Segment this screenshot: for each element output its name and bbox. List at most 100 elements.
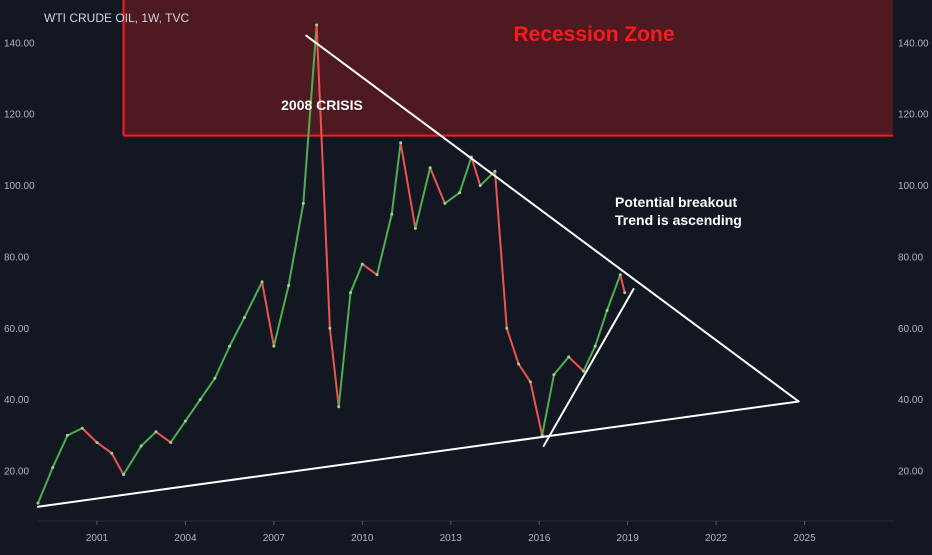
price-segment — [140, 430, 157, 448]
price-point — [413, 226, 417, 230]
price-point — [139, 444, 143, 448]
y-tick-label-right: 100.00 — [898, 181, 929, 192]
x-tick-label: 2007 — [263, 533, 286, 544]
price-segment — [529, 380, 544, 437]
price-segment — [399, 141, 417, 230]
price-point — [51, 465, 55, 469]
price-segment — [272, 284, 290, 348]
price-point — [505, 326, 509, 330]
price-point — [618, 273, 622, 277]
price-point — [242, 316, 246, 320]
price-segment — [184, 398, 202, 423]
price-segment — [594, 309, 609, 348]
trendline-1[interactable] — [542, 288, 635, 448]
price-point — [183, 419, 187, 423]
price-point — [593, 344, 597, 348]
x-tick-label: 2016 — [528, 533, 551, 544]
price-segment — [376, 213, 393, 276]
price-segment — [541, 373, 555, 437]
price-point — [260, 280, 264, 284]
price-point — [458, 191, 462, 195]
price-segment — [95, 441, 113, 455]
price-point — [605, 308, 609, 312]
price-point — [315, 23, 319, 27]
price-point — [517, 362, 521, 366]
price-segment — [228, 316, 246, 348]
price-segment — [337, 291, 352, 408]
recession-zone-0 — [123, 0, 893, 136]
price-segment — [429, 166, 446, 205]
price-point — [528, 380, 532, 384]
price-segment — [169, 420, 187, 444]
crisis-label: 2008 CRISIS — [281, 97, 363, 113]
price-point — [301, 201, 305, 205]
price-point — [198, 398, 202, 402]
price-segment — [154, 430, 172, 444]
price-point — [65, 433, 69, 437]
trendline-0[interactable] — [305, 34, 644, 287]
y-tick-label-left: 60.00 — [4, 324, 29, 335]
x-tick-label: 2019 — [617, 533, 640, 544]
price-segment — [552, 355, 570, 376]
price-segment — [213, 345, 231, 380]
price-point — [567, 355, 571, 359]
price-segment — [567, 355, 585, 373]
price-point — [375, 273, 379, 277]
price-point — [337, 405, 341, 409]
y-tick-label-right: 60.00 — [898, 324, 923, 335]
price-segment — [51, 434, 69, 469]
x-tick-label: 2001 — [86, 533, 109, 544]
y-tick-label-right: 20.00 — [898, 467, 923, 478]
axis-layer: 2001 2004 2007 2010 2013 2016 2019 2022 2025 20.0… — [4, 38, 929, 544]
price-segment — [414, 166, 432, 230]
price-segment — [443, 191, 461, 205]
price-point — [80, 426, 84, 430]
y-tick-label-right: 80.00 — [898, 252, 923, 263]
y-tick-label-left: 40.00 — [4, 395, 29, 406]
price-segment — [517, 362, 532, 383]
price-segment — [261, 280, 275, 348]
price-point — [272, 344, 276, 348]
trendline-3[interactable] — [641, 284, 800, 403]
price-segment — [199, 377, 216, 401]
y-tick-label-left: 20.00 — [4, 467, 29, 478]
price-segment — [81, 427, 98, 444]
x-tick-label: 2025 — [793, 533, 816, 544]
price-segment — [349, 263, 364, 294]
price-point — [154, 430, 158, 434]
price-segment — [287, 202, 305, 287]
price-point — [122, 473, 125, 477]
y-tick-label-right: 140.00 — [898, 38, 929, 49]
price-point — [443, 201, 447, 205]
x-tick-label: 2010 — [351, 533, 374, 544]
y-tick-label-left: 80.00 — [4, 252, 29, 263]
price-point — [581, 369, 585, 373]
x-tick-label: 2013 — [440, 533, 463, 544]
price-segment — [582, 345, 597, 373]
price-point — [328, 326, 332, 330]
trendline-2[interactable] — [37, 400, 800, 508]
price-segment — [493, 170, 508, 330]
y-tick-label-left: 140.00 — [4, 38, 35, 49]
price-point — [399, 141, 403, 145]
price-point — [95, 440, 99, 444]
breakout-label-line1: Potential breakout — [615, 194, 737, 210]
price-point — [493, 169, 497, 173]
price-segment — [243, 280, 264, 319]
price-point — [213, 376, 217, 380]
y-tick-label-right: 120.00 — [898, 110, 929, 121]
trendline-layer — [37, 34, 800, 508]
price-point — [623, 291, 627, 295]
price-point — [390, 212, 394, 216]
price-point — [478, 184, 482, 188]
y-tick-label-right: 40.00 — [898, 395, 923, 406]
price-point — [36, 501, 40, 505]
price-point — [428, 166, 432, 170]
price-segment — [110, 452, 125, 476]
price-segment — [37, 466, 54, 505]
price-segment — [505, 327, 520, 365]
x-tick-label: 2004 — [174, 533, 197, 544]
y-tick-label-left: 120.00 — [4, 110, 35, 121]
price-segment — [470, 156, 482, 187]
